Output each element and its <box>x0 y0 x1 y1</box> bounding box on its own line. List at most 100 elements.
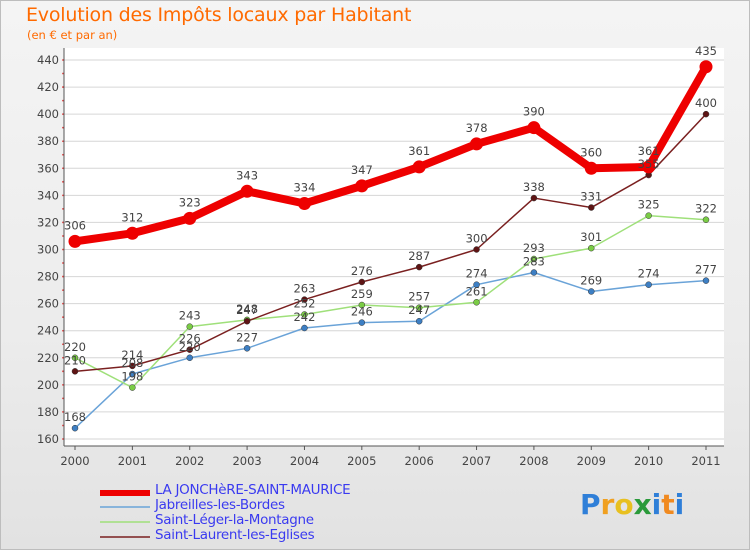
brand-letter: P <box>580 488 601 521</box>
data-point <box>530 194 538 202</box>
y-tick-label: 300 <box>37 243 59 257</box>
y-minor-tick <box>62 275 64 278</box>
data-label: 338 <box>523 180 545 194</box>
chart-subtitle: (en € et par an) <box>27 28 118 42</box>
legend-item: LA JONCHèRE-SAINT-MAURICE <box>100 482 460 498</box>
data-point <box>358 301 366 309</box>
y-tick-label: 180 <box>37 405 59 419</box>
data-point <box>702 110 710 118</box>
data-label: 331 <box>580 190 602 204</box>
data-label: 257 <box>408 290 430 304</box>
y-tick-label: 440 <box>37 53 59 67</box>
data-point <box>68 234 82 248</box>
data-label: 247 <box>408 303 430 317</box>
y-tick-label: 280 <box>37 270 59 284</box>
data-point <box>415 304 423 311</box>
brand-letter: i <box>674 488 685 521</box>
y-minor-tick <box>62 397 64 400</box>
y-tick-label: 380 <box>37 134 59 148</box>
data-point <box>129 370 136 378</box>
brand-letter: t <box>661 488 675 521</box>
data-point <box>588 244 595 252</box>
legend-label: Saint-Laurent-les-Eglises <box>155 527 315 543</box>
y-minor-tick <box>62 221 64 224</box>
data-point <box>415 263 423 271</box>
data-point <box>702 277 710 284</box>
brand-logo: Proxiti <box>580 488 684 521</box>
data-label: 274 <box>638 267 660 281</box>
data-point <box>243 317 251 325</box>
data-label: 293 <box>523 241 545 255</box>
y-minor-tick <box>62 356 64 359</box>
legend-item: Jabreilles-les-Bordes <box>100 497 460 513</box>
data-point <box>358 278 366 286</box>
y-tick-label: 240 <box>37 324 59 338</box>
data-label: 246 <box>351 305 373 319</box>
data-label: 343 <box>236 168 258 182</box>
legend-label: Saint-Léger-la-Montagne <box>155 512 314 528</box>
y-minor-tick <box>62 99 64 102</box>
data-label: 208 <box>121 356 143 370</box>
y-minor-tick <box>62 72 64 75</box>
data-point <box>71 354 79 362</box>
y-tick-label: 220 <box>37 351 59 365</box>
data-label: 283 <box>523 255 545 269</box>
data-label: 227 <box>236 330 258 344</box>
data-label: 312 <box>121 210 143 224</box>
data-label: 360 <box>580 145 602 159</box>
data-label: 269 <box>580 273 602 287</box>
y-tick-label: 260 <box>37 297 59 311</box>
data-point <box>473 281 480 288</box>
data-point <box>301 324 308 332</box>
data-point <box>243 345 251 352</box>
y-tick-label: 200 <box>37 378 59 392</box>
y-minor-tick <box>62 235 64 237</box>
data-label: 301 <box>580 230 602 244</box>
legend-label: Jabreilles-les-Bordes <box>155 497 285 513</box>
data-point <box>412 160 426 174</box>
y-minor-tick <box>62 194 64 197</box>
series-line <box>74 113 707 373</box>
data-point <box>588 288 595 295</box>
x-tick-label: 2006 <box>405 454 434 468</box>
y-minor-tick <box>62 316 64 319</box>
brand-letter: r <box>600 488 615 521</box>
series-line <box>74 271 707 429</box>
data-point <box>186 354 193 362</box>
y-minor-tick <box>62 140 64 143</box>
data-point <box>240 184 254 198</box>
legend-swatch <box>100 536 150 538</box>
data-point <box>301 296 308 303</box>
data-point <box>530 269 538 276</box>
brand-letter: i <box>651 488 662 521</box>
data-label: 300 <box>466 232 488 246</box>
data-label: 252 <box>293 296 315 310</box>
data-label: 322 <box>695 202 717 216</box>
data-label: 226 <box>179 332 201 346</box>
data-label: 435 <box>695 44 717 58</box>
data-point <box>699 60 713 74</box>
y-minor-tick <box>62 438 64 440</box>
data-label: 347 <box>351 163 373 177</box>
series-line <box>74 214 707 389</box>
y-minor-tick <box>62 370 64 373</box>
data-label: 220 <box>179 340 201 354</box>
data-label: 277 <box>695 263 717 277</box>
data-label: 323 <box>179 195 201 209</box>
y-minor-tick <box>62 180 64 183</box>
plot-area <box>64 48 724 446</box>
y-tick-label: 420 <box>37 80 59 94</box>
y-minor-tick <box>62 248 64 251</box>
data-label: 220 <box>64 340 86 354</box>
y-tick-label: 340 <box>37 188 59 202</box>
legend-label: LA JONCHèRE-SAINT-MAURICE <box>155 482 351 498</box>
data-label: 263 <box>293 282 315 296</box>
data-label: 214 <box>121 348 143 362</box>
data-label: 247 <box>236 303 258 317</box>
data-point <box>470 137 484 151</box>
data-label: 242 <box>293 310 315 324</box>
data-point <box>645 281 652 288</box>
data-label: 210 <box>64 353 86 367</box>
data-point <box>527 121 541 135</box>
